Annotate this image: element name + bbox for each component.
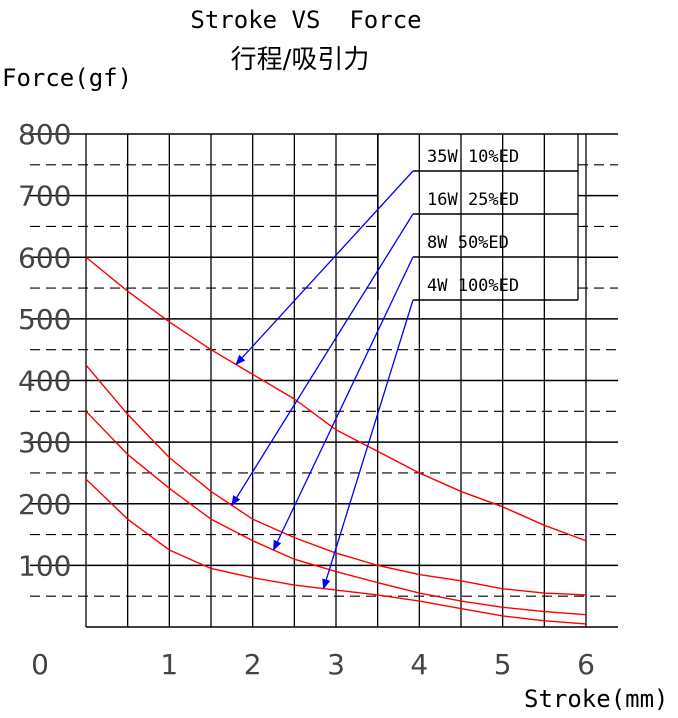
series-line	[85, 364, 587, 596]
series-line	[85, 478, 587, 625]
series-line	[85, 410, 587, 616]
chart-title: Stroke VS Force	[190, 6, 421, 34]
series-lines	[85, 256, 587, 625]
chart-subtitle: 行程/吸引力	[231, 45, 370, 75]
legend-arrow	[272, 256, 414, 551]
legend-arrow	[322, 299, 414, 590]
legend	[377, 134, 579, 301]
legend-label: 8W 50%ED	[427, 233, 509, 253]
x-axis-label: Stroke(mm)	[524, 685, 669, 713]
y-tick-labels: 100 200 300 400 500 600 700 800	[18, 118, 71, 582]
x-tick-labels: 0 1 2 3 4 5 6	[31, 648, 595, 681]
x-tick-label: 5	[494, 648, 512, 681]
y-tick-label: 800	[18, 118, 71, 151]
y-axis-label: Force(gf)	[2, 64, 132, 92]
y-tick-label: 500	[18, 303, 71, 336]
y-tick-label: 100	[18, 549, 71, 582]
legend-arrow	[235, 170, 414, 366]
x-tick-label: 1	[160, 648, 178, 681]
x-tick-label: 3	[327, 648, 345, 681]
y-tick-label: 400	[18, 365, 71, 398]
legend-labels: 35W 10%ED 16W 25%ED 8W 50%ED 4W 100%ED	[427, 147, 519, 296]
x-tick-label: 4	[410, 648, 428, 681]
legend-label: 35W 10%ED	[427, 147, 519, 167]
grid	[30, 133, 618, 628]
y-tick-label: 200	[18, 488, 71, 521]
x-tick-label: 2	[244, 648, 262, 681]
series-line	[85, 256, 587, 542]
legend-label: 4W 100%ED	[427, 276, 519, 296]
y-tick-label: 600	[18, 241, 71, 274]
y-tick-label: 700	[18, 180, 71, 213]
legend-arrows	[231, 170, 414, 590]
y-tick-label: 300	[18, 426, 71, 459]
x-tick-label: 0	[31, 648, 49, 681]
legend-label: 16W 25%ED	[427, 190, 519, 210]
legend-arrow	[231, 213, 414, 507]
x-tick-label: 6	[577, 648, 595, 681]
